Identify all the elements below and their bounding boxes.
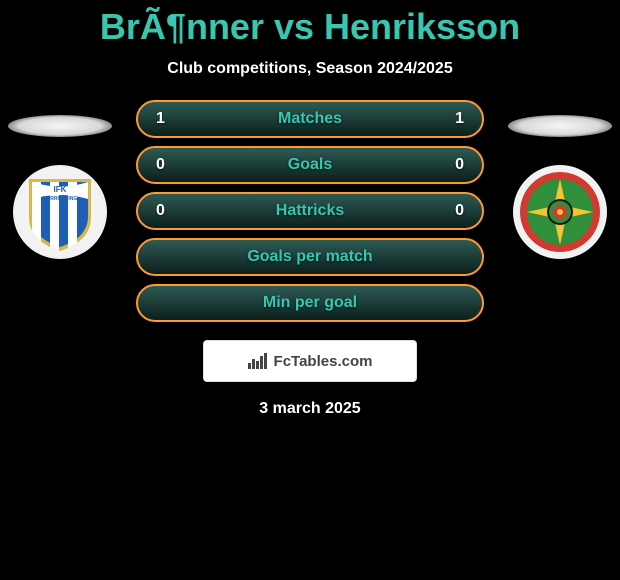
right-club-badge bbox=[513, 165, 607, 259]
stat-label: Goals bbox=[288, 156, 332, 174]
attribution-text: FcTables.com bbox=[274, 353, 373, 370]
ifk-norrkoping-badge-svg: IFK NORRKÖPING bbox=[19, 171, 101, 253]
right-player-column bbox=[500, 100, 620, 259]
attribution-link[interactable]: FcTables.com bbox=[203, 340, 417, 382]
player-photo-placeholder-right bbox=[508, 115, 612, 137]
stat-row-hattricks: 0 Hattricks 0 bbox=[136, 192, 484, 230]
stat-label: Hattricks bbox=[276, 202, 344, 220]
gais-badge-svg bbox=[519, 171, 601, 253]
left-club-badge: IFK NORRKÖPING bbox=[13, 165, 107, 259]
stat-left-value: 0 bbox=[156, 202, 165, 220]
badge-text-ifk: IFK bbox=[54, 185, 67, 194]
stat-right-value: 1 bbox=[455, 110, 464, 128]
stat-label: Goals per match bbox=[247, 248, 372, 266]
bar-chart-icon bbox=[248, 353, 268, 369]
badge-text-norrkoping: NORRKÖPING bbox=[43, 195, 78, 202]
comparison-subtitle: Club competitions, Season 2024/2025 bbox=[167, 60, 452, 78]
player-photo-placeholder-left bbox=[8, 115, 112, 137]
left-player-column: IFK NORRKÖPING bbox=[0, 100, 120, 259]
comparison-title: BrÃ¶nner vs Henriksson bbox=[100, 6, 520, 48]
main-area: IFK NORRKÖPING 1 Matches 1 0 Goals 0 0 H… bbox=[0, 100, 620, 418]
stat-left-value: 0 bbox=[156, 156, 165, 174]
stat-left-value: 1 bbox=[156, 110, 165, 128]
stat-label: Matches bbox=[278, 110, 342, 128]
stat-right-value: 0 bbox=[455, 156, 464, 174]
stat-row-goals: 0 Goals 0 bbox=[136, 146, 484, 184]
stats-column: 1 Matches 1 0 Goals 0 0 Hattricks 0 Goal… bbox=[120, 100, 500, 418]
stat-row-matches: 1 Matches 1 bbox=[136, 100, 484, 138]
match-date: 3 march 2025 bbox=[259, 400, 360, 418]
stat-row-min-per-goal: Min per goal bbox=[136, 284, 484, 322]
stat-label: Min per goal bbox=[263, 294, 357, 312]
stat-row-goals-per-match: Goals per match bbox=[136, 238, 484, 276]
stat-right-value: 0 bbox=[455, 202, 464, 220]
